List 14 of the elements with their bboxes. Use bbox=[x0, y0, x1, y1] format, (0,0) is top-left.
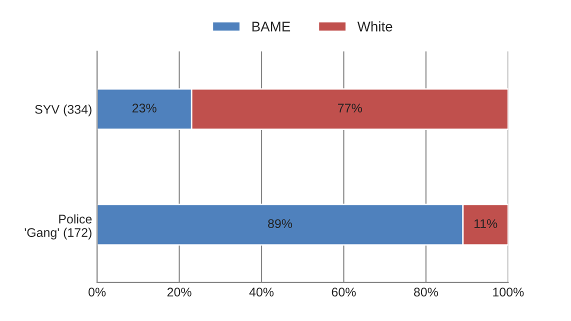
y-tick-label: SYV (334) bbox=[35, 104, 92, 116]
data-label: 23% bbox=[132, 104, 156, 112]
x-tick-label: 20% bbox=[167, 288, 192, 297]
legend-label: BAME bbox=[252, 22, 290, 32]
x-tick-label: 0% bbox=[88, 288, 106, 297]
x-tick-label: 40% bbox=[249, 288, 274, 297]
legend-label: White bbox=[357, 21, 392, 32]
x-tick-label: 80% bbox=[414, 288, 438, 297]
x-tick-label: 60% bbox=[332, 288, 356, 297]
y-tick-label: Police 'Gang' (172) bbox=[24, 214, 92, 240]
data-label: 89% bbox=[268, 219, 292, 228]
data-label: 77% bbox=[338, 104, 362, 112]
data-label: 11% bbox=[474, 219, 498, 228]
x-tick-label: 100% bbox=[493, 288, 524, 297]
